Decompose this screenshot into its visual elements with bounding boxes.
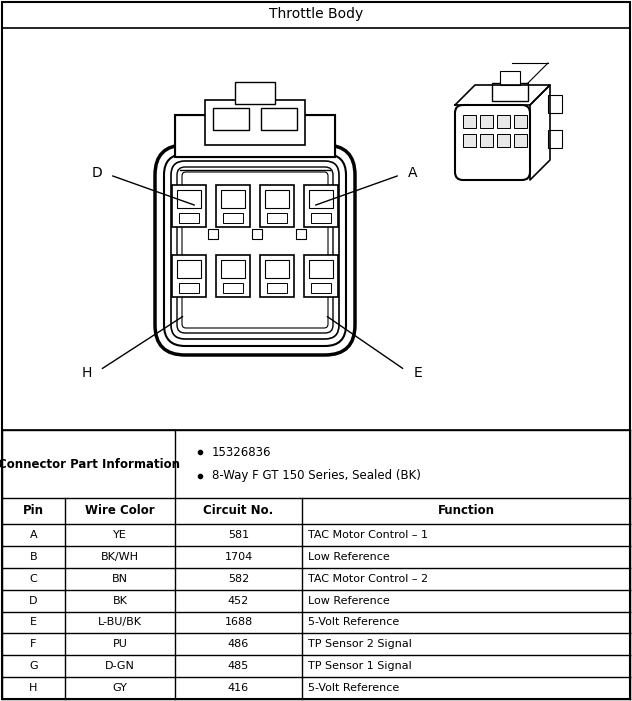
Bar xyxy=(548,95,562,113)
Text: 1704: 1704 xyxy=(224,552,253,562)
Text: Low Reference: Low Reference xyxy=(308,552,390,562)
Text: Circuit No.: Circuit No. xyxy=(204,505,274,517)
Text: TAC Motor Control – 2: TAC Motor Control – 2 xyxy=(308,573,428,584)
Bar xyxy=(265,260,289,278)
Text: Throttle Body: Throttle Body xyxy=(269,7,363,21)
Text: 5-Volt Reference: 5-Volt Reference xyxy=(308,683,399,693)
Bar xyxy=(265,190,289,208)
Text: A: A xyxy=(408,166,418,180)
Text: YE: YE xyxy=(113,530,127,540)
Bar xyxy=(179,283,199,293)
Bar xyxy=(175,115,335,157)
Text: E: E xyxy=(413,366,422,380)
Text: 486: 486 xyxy=(228,639,249,649)
Text: D: D xyxy=(29,596,38,606)
Bar xyxy=(309,190,333,208)
Text: 582: 582 xyxy=(228,573,249,584)
Bar xyxy=(480,134,493,147)
Text: 1688: 1688 xyxy=(224,618,253,627)
Bar xyxy=(179,213,199,223)
Text: TP Sensor 2 Signal: TP Sensor 2 Signal xyxy=(308,639,412,649)
Bar xyxy=(497,134,510,147)
Bar xyxy=(216,185,250,227)
Text: BK: BK xyxy=(112,596,128,606)
Bar xyxy=(548,130,562,148)
Bar xyxy=(514,115,527,128)
Bar xyxy=(213,108,249,130)
Text: 485: 485 xyxy=(228,661,249,671)
Bar xyxy=(177,260,201,278)
FancyBboxPatch shape xyxy=(164,154,346,346)
Text: BK/WH: BK/WH xyxy=(101,552,139,562)
FancyBboxPatch shape xyxy=(155,145,355,355)
Text: PU: PU xyxy=(112,639,128,649)
Bar xyxy=(463,134,476,147)
Bar xyxy=(304,185,338,227)
Text: H: H xyxy=(82,366,92,380)
Bar xyxy=(172,185,206,227)
Bar xyxy=(221,260,245,278)
FancyBboxPatch shape xyxy=(177,167,333,333)
Bar xyxy=(216,255,250,297)
Text: 452: 452 xyxy=(228,596,249,606)
Text: 5-Volt Reference: 5-Volt Reference xyxy=(308,618,399,627)
Text: 15326836: 15326836 xyxy=(212,446,272,458)
Bar xyxy=(304,255,338,297)
Text: D-GN: D-GN xyxy=(105,661,135,671)
Text: L-BU/BK: L-BU/BK xyxy=(98,618,142,627)
Text: 416: 416 xyxy=(228,683,249,693)
Bar xyxy=(175,115,335,157)
Text: Wire Color: Wire Color xyxy=(85,505,155,517)
Bar xyxy=(252,229,262,239)
Bar xyxy=(260,185,294,227)
Text: C: C xyxy=(30,573,37,584)
Text: Function: Function xyxy=(437,505,494,517)
Text: Connector Part Information: Connector Part Information xyxy=(0,458,179,470)
Bar xyxy=(497,115,510,128)
FancyBboxPatch shape xyxy=(171,161,339,339)
Bar xyxy=(296,229,306,239)
Text: A: A xyxy=(30,530,37,540)
Text: TP Sensor 1 Signal: TP Sensor 1 Signal xyxy=(308,661,412,671)
Text: B: B xyxy=(30,552,37,562)
Bar xyxy=(208,229,218,239)
Bar xyxy=(309,260,333,278)
Bar xyxy=(267,213,287,223)
Text: Low Reference: Low Reference xyxy=(308,596,390,606)
Text: Pin: Pin xyxy=(23,505,44,517)
Bar xyxy=(261,108,297,130)
Bar xyxy=(463,115,476,128)
Text: GY: GY xyxy=(112,683,128,693)
Bar xyxy=(205,100,305,145)
Bar xyxy=(311,213,331,223)
Text: F: F xyxy=(30,639,37,649)
Bar xyxy=(492,83,528,101)
Bar xyxy=(172,255,206,297)
Bar xyxy=(177,190,201,208)
Bar xyxy=(260,255,294,297)
Text: E: E xyxy=(30,618,37,627)
Bar xyxy=(223,283,243,293)
Bar xyxy=(223,213,243,223)
Text: 581: 581 xyxy=(228,530,249,540)
Bar xyxy=(500,71,520,85)
Text: H: H xyxy=(29,683,38,693)
Text: BN: BN xyxy=(112,573,128,584)
Text: G: G xyxy=(29,661,38,671)
Bar xyxy=(267,283,287,293)
Text: TAC Motor Control – 1: TAC Motor Control – 1 xyxy=(308,530,428,540)
Bar xyxy=(221,190,245,208)
FancyBboxPatch shape xyxy=(182,172,328,328)
Text: 8-Way F GT 150 Series, Sealed (BK): 8-Way F GT 150 Series, Sealed (BK) xyxy=(212,470,421,482)
Bar xyxy=(235,82,275,104)
FancyBboxPatch shape xyxy=(455,105,530,180)
Bar xyxy=(311,283,331,293)
Text: D: D xyxy=(92,166,102,180)
Bar xyxy=(480,115,493,128)
Bar xyxy=(514,134,527,147)
